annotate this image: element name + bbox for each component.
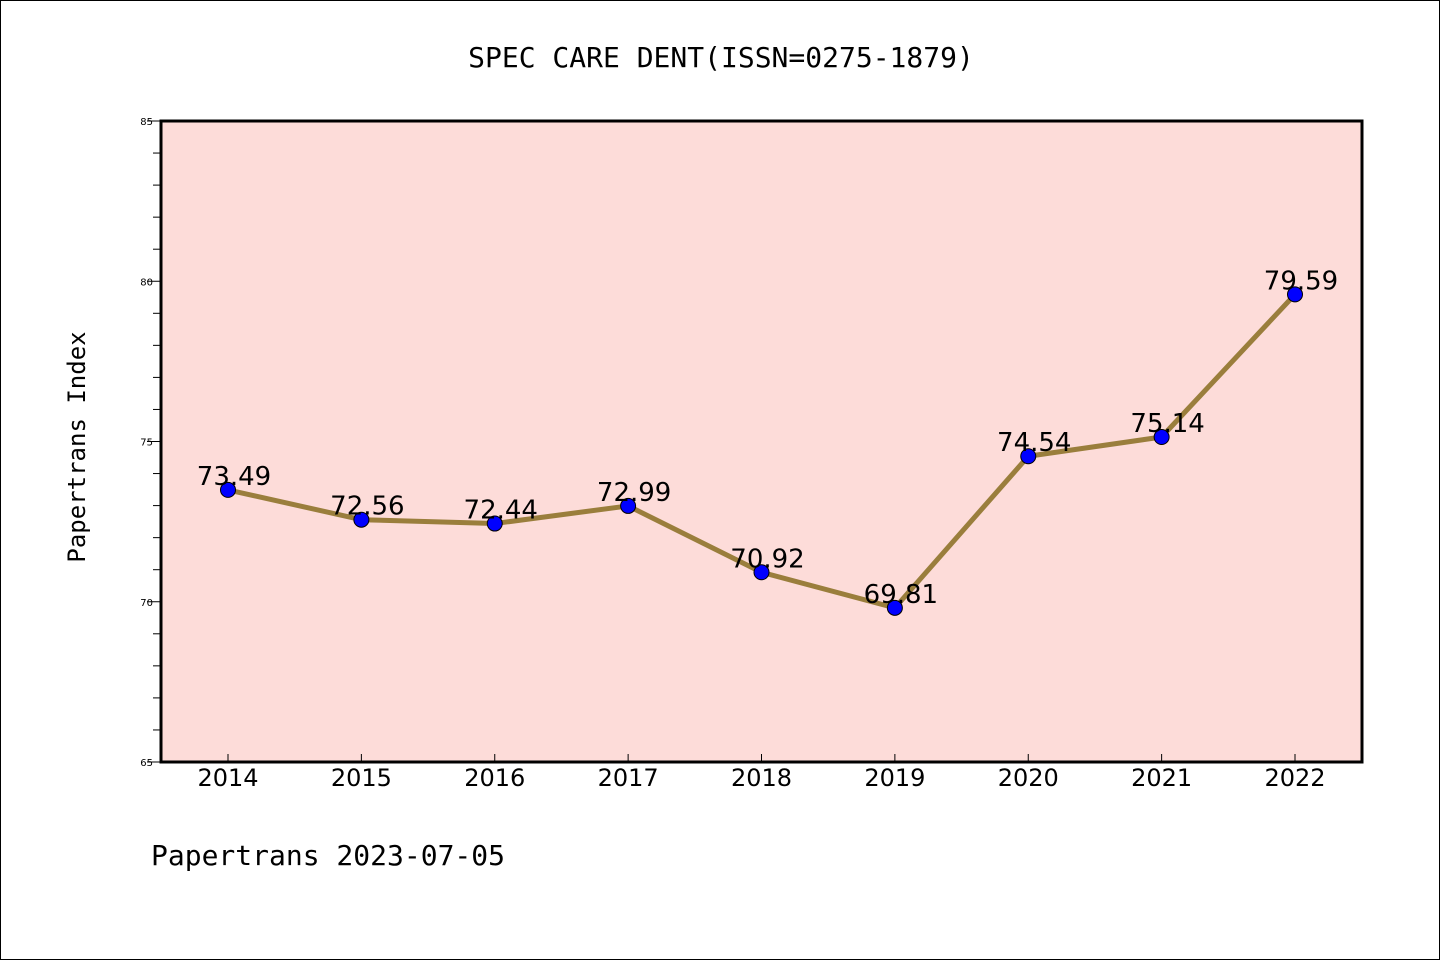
x-tick-label: 2014 — [197, 764, 258, 792]
y-major-ticks: 65 70 75 80 85 — [140, 117, 161, 769]
x-tick-label: 2020 — [998, 764, 1059, 792]
y-tick-label: 65 — [140, 758, 153, 769]
x-ticks: 2014 2015 2016 2017 2018 2019 2020 2021 2022 — [197, 754, 1326, 792]
data-label: 72.99 — [597, 478, 671, 508]
data-point — [620, 497, 637, 514]
y-tick-label: 80 — [140, 277, 153, 288]
x-tick-label: 2016 — [464, 764, 525, 792]
data-point — [753, 564, 770, 581]
data-label: 79.59 — [1264, 266, 1338, 296]
y-minor-ticks — [153, 152, 161, 731]
data-point — [220, 481, 236, 498]
data-label: 72.44 — [464, 496, 538, 526]
series-group: 73.49 72.56 72.44 72.99 70.92 69.81 74.54 75.14… — [197, 266, 1338, 616]
y-tick-label: 85 — [140, 117, 153, 128]
data-point — [1287, 286, 1303, 303]
y-tick-label: 70 — [140, 598, 153, 609]
data-point — [1153, 429, 1170, 446]
x-tick-label: 2021 — [1131, 764, 1192, 792]
data-label: 72.56 — [330, 492, 404, 522]
data-point — [886, 599, 903, 616]
data-point — [353, 511, 370, 528]
x-tick-label: 2022 — [1264, 764, 1325, 792]
data-label: 74.54 — [997, 428, 1071, 458]
x-tick-label: 2018 — [731, 764, 792, 792]
data-label: 70.92 — [730, 544, 804, 574]
data-point — [1020, 448, 1037, 465]
plot-area — [159, 119, 1364, 764]
x-tick-label: 2017 — [598, 764, 659, 792]
data-point — [486, 515, 503, 532]
chart-title: SPEC CARE DENT(ISSN=0275-1879) — [468, 41, 974, 74]
y-tick-label: 75 — [140, 438, 153, 449]
x-tick-label: 2019 — [864, 764, 925, 792]
data-label: 75.14 — [1130, 409, 1204, 439]
data-label: 73.49 — [197, 462, 271, 492]
y-axis-label: Papertrans Index — [63, 331, 91, 562]
x-tick-label: 2015 — [331, 764, 392, 792]
data-label: 69.81 — [864, 580, 938, 610]
footer-note: Papertrans 2023-07-05 — [151, 839, 505, 872]
